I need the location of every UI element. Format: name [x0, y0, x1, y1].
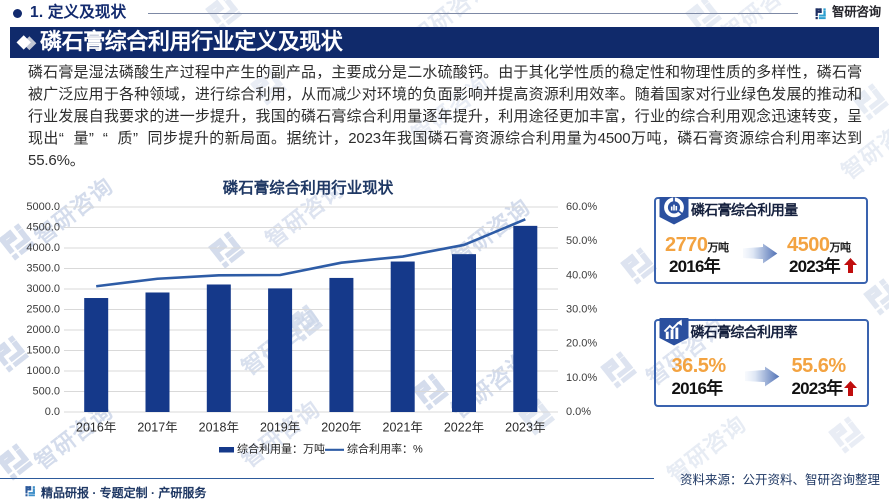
- svg-text:2500.0: 2500.0: [26, 304, 60, 316]
- svg-text:2023年: 2023年: [505, 421, 545, 435]
- svg-text:磷石膏综合利用行业现状: 磷石膏综合利用行业现状: [223, 178, 394, 197]
- svg-text:0.0: 0.0: [45, 406, 60, 418]
- svg-text:3500.0: 3500.0: [26, 263, 60, 275]
- svg-text:2018年: 2018年: [199, 421, 239, 435]
- svg-text:综合利用量：万吨: 综合利用量：万吨: [237, 442, 325, 456]
- svg-text:2016年: 2016年: [76, 421, 116, 435]
- svg-text:5000.0: 5000.0: [26, 201, 60, 213]
- svg-text:2021年: 2021年: [383, 421, 423, 435]
- svg-text:60.0%: 60.0%: [566, 201, 597, 213]
- svg-text:2017年: 2017年: [137, 421, 177, 435]
- svg-text:30.0%: 30.0%: [566, 304, 597, 316]
- svg-text:40.0%: 40.0%: [566, 269, 597, 281]
- svg-text:4000.0: 4000.0: [26, 242, 60, 254]
- svg-text:0.0%: 0.0%: [566, 406, 591, 418]
- svg-text:综合利用率：%: 综合利用率：%: [347, 442, 423, 456]
- svg-text:1000.0: 1000.0: [26, 365, 60, 377]
- svg-text:2022年: 2022年: [444, 421, 484, 435]
- svg-text:2019年: 2019年: [260, 421, 300, 435]
- svg-text:4500.0: 4500.0: [26, 222, 60, 234]
- svg-text:500.0: 500.0: [32, 386, 60, 398]
- svg-text:10.0%: 10.0%: [566, 372, 597, 384]
- svg-text:2000.0: 2000.0: [26, 324, 60, 336]
- svg-text:1500.0: 1500.0: [26, 345, 60, 357]
- svg-text:20.0%: 20.0%: [566, 338, 597, 350]
- svg-text:50.0%: 50.0%: [566, 235, 597, 247]
- svg-text:2020年: 2020年: [321, 421, 361, 435]
- svg-text:3000.0: 3000.0: [26, 283, 60, 295]
